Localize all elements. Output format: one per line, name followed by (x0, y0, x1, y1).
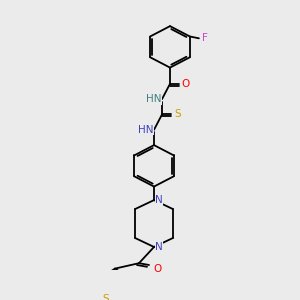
Text: S: S (175, 110, 181, 119)
Text: F: F (202, 33, 208, 43)
Text: S: S (102, 294, 109, 300)
Text: HN: HN (138, 125, 154, 135)
Text: O: O (153, 264, 161, 274)
Text: N: N (155, 242, 163, 252)
Text: HN: HN (146, 94, 162, 104)
Text: N: N (155, 195, 163, 205)
Text: O: O (182, 79, 190, 89)
